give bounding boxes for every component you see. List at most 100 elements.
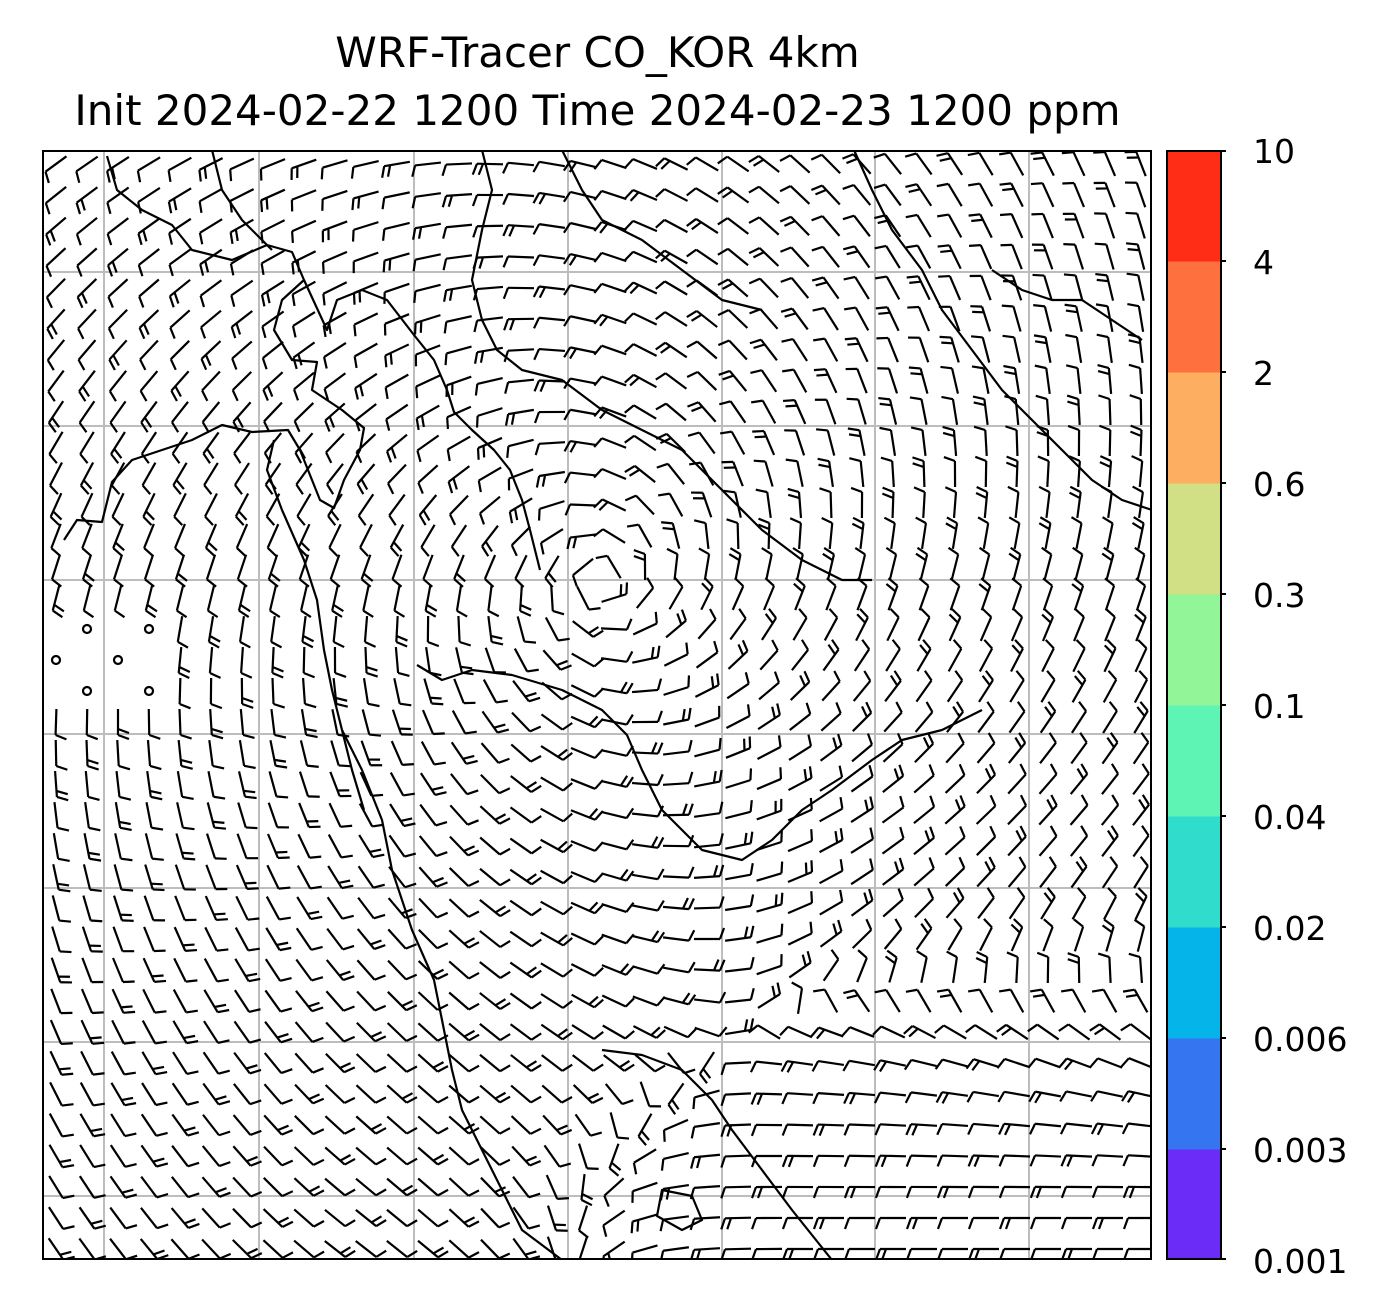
barb-flag <box>313 1189 325 1197</box>
wind-barb <box>204 926 229 952</box>
wind-barb <box>631 805 665 818</box>
barb-flag <box>388 258 392 271</box>
wind-barb <box>510 775 542 793</box>
barb-flag <box>843 1217 851 1230</box>
barb-shaft <box>137 186 161 204</box>
wind-barb <box>54 708 67 741</box>
wind-barb <box>1038 516 1052 549</box>
barb-flag <box>996 1058 1006 1069</box>
barb-flag <box>749 338 762 345</box>
wind-barb <box>476 436 503 460</box>
map-background <box>42 150 1152 1260</box>
barb-flag <box>44 202 51 215</box>
barb-flag <box>905 1123 913 1136</box>
wind-barb <box>781 1216 814 1230</box>
barb-shaft <box>944 867 966 887</box>
wind-barb <box>472 224 504 238</box>
barb-flag <box>813 337 825 342</box>
barb-shaft <box>570 159 596 169</box>
barb-shaft <box>1040 679 1056 703</box>
barb-flag <box>838 765 844 778</box>
barb-shaft <box>45 186 67 204</box>
barb-shaft <box>295 462 313 486</box>
wind-barb <box>52 864 71 893</box>
barb-flag <box>234 229 239 242</box>
barb-flag <box>232 421 240 433</box>
barb-shaft <box>417 1208 439 1228</box>
barb-flag <box>899 826 905 839</box>
barb-flag <box>768 608 777 619</box>
barb-flag <box>1061 151 1074 155</box>
barb-flag <box>743 1019 749 1032</box>
barb-flag <box>181 851 194 855</box>
barb-shaft <box>979 616 993 642</box>
wind-barb <box>302 646 315 679</box>
wind-barb <box>970 305 992 332</box>
wind-barb <box>570 684 604 698</box>
wind-barb <box>295 462 313 495</box>
wind-barb <box>842 214 871 238</box>
wind-barb <box>945 732 965 764</box>
barb-flag <box>556 1124 568 1132</box>
barb-shaft <box>354 372 378 390</box>
barb-shaft <box>145 802 153 828</box>
barb-shaft <box>632 1181 658 1193</box>
barb-flag <box>209 671 221 679</box>
barb-flag <box>1108 701 1118 712</box>
barb-shaft <box>569 439 597 447</box>
wind-barb <box>725 704 751 729</box>
barb-flag <box>749 1018 755 1031</box>
barb-shaft <box>301 615 307 643</box>
colorbar-ticks <box>1222 150 1226 1260</box>
barb-flag <box>117 727 130 735</box>
barb-flag <box>334 671 347 678</box>
barb-flag <box>499 1095 511 1104</box>
barb-shaft <box>569 503 597 507</box>
barb-flag <box>374 974 386 981</box>
barb-shaft <box>921 429 927 457</box>
wind-barb <box>655 372 688 390</box>
barb-flag <box>413 322 417 335</box>
wind-barb <box>260 280 285 307</box>
barb-flag <box>1127 248 1140 252</box>
barb-shaft <box>1013 367 1021 395</box>
barb-shaft <box>975 805 997 825</box>
barb-flag <box>532 161 541 173</box>
wind-barb <box>142 492 156 526</box>
wind-barb <box>624 281 658 295</box>
barb-flag <box>397 671 410 678</box>
barb-shaft <box>323 311 347 327</box>
barb-flag <box>828 608 839 619</box>
barb-flag <box>200 358 208 371</box>
barb-flag <box>671 1099 680 1110</box>
barb-flag <box>326 483 335 495</box>
wind-barb <box>1133 670 1149 703</box>
barb-shaft <box>1096 1122 1124 1128</box>
barb-flag <box>49 484 59 495</box>
barb-shaft <box>601 593 627 603</box>
wind-barb <box>851 516 865 550</box>
barb-shaft <box>695 218 719 234</box>
wind-barb <box>109 1206 138 1230</box>
barb-flag <box>155 1131 168 1137</box>
barb-flag <box>843 1186 851 1199</box>
barb-shaft <box>169 278 191 298</box>
barb-shaft <box>231 310 253 328</box>
barb-shaft <box>914 897 934 919</box>
barb-shaft <box>570 778 596 790</box>
barb-flag <box>630 1221 634 1234</box>
barb-flag <box>999 213 1012 217</box>
barb-flag <box>531 938 542 948</box>
barb-flag <box>468 1189 480 1197</box>
barb-flag <box>1111 794 1120 806</box>
barb-shaft <box>1108 956 1112 984</box>
barb-flag <box>343 1005 355 1012</box>
wind-barb <box>781 1154 814 1168</box>
wind-barb <box>229 157 255 182</box>
wind-barb <box>298 802 321 829</box>
wind-barb <box>172 1020 199 1045</box>
barb-flag <box>1137 887 1148 898</box>
barb-flag <box>906 275 919 279</box>
barb-flag <box>277 1216 290 1224</box>
barb-flag <box>923 918 933 929</box>
